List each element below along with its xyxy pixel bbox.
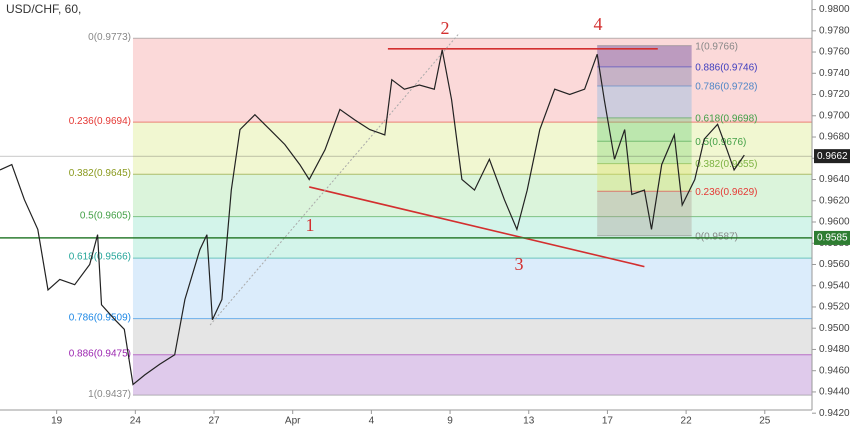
- y-tick-label: 0.9700: [819, 110, 850, 121]
- fib-label: 1(0.9766): [695, 41, 738, 52]
- fib-label: 0.236(0.9694): [69, 116, 131, 127]
- y-tick-label: 0.9420: [819, 408, 850, 419]
- y-tick-label: 0.9500: [819, 323, 850, 334]
- fib-zone: [132, 122, 812, 175]
- fib-zone: [597, 86, 692, 118]
- price-tag-label: 0.9585: [817, 233, 848, 244]
- y-tick-label: 0.9680: [819, 132, 850, 143]
- y-tick-label: 0.9440: [819, 387, 850, 398]
- x-tick-label: 27: [208, 416, 220, 427]
- wave-label: 1: [306, 215, 315, 235]
- fib-label: 0(0.9773): [88, 32, 131, 43]
- fib-zone: [597, 141, 692, 164]
- wave-label: 4: [594, 14, 603, 34]
- fib-label: 0(0.9587): [695, 231, 738, 242]
- fib-zone: [132, 354, 812, 396]
- fib-label: 0.382(0.9645): [69, 168, 131, 179]
- fib-zone: [597, 163, 692, 192]
- trend-line: [209, 32, 460, 326]
- fib-label: 0.5(0.9676): [695, 137, 746, 148]
- x-tick-label: 13: [523, 416, 535, 427]
- x-tick-label: 9: [447, 416, 453, 427]
- fib-zone: [597, 66, 692, 87]
- y-tick-label: 0.9540: [819, 280, 850, 291]
- y-tick-label: 0.9780: [819, 25, 850, 36]
- fib-label: 0.618(0.9566): [69, 252, 131, 263]
- fib-zone: [132, 174, 812, 217]
- fib-label: 0.786(0.9728): [695, 82, 757, 93]
- y-tick-label: 0.9800: [819, 4, 850, 15]
- fib-label: 1(0.9437): [88, 389, 131, 400]
- price-line-series: [0, 49, 745, 386]
- trend-line: [309, 186, 645, 268]
- fib-label: 0.5(0.9605): [80, 210, 131, 221]
- x-tick-label: 17: [602, 416, 614, 427]
- fib-zone: [597, 191, 692, 236]
- y-tick-label: 0.9460: [819, 365, 850, 376]
- wave-label: 2: [441, 18, 450, 38]
- x-tick-label: 22: [681, 416, 693, 427]
- y-tick-label: 0.9740: [819, 68, 850, 79]
- y-tick-label: 0.9620: [819, 195, 850, 206]
- y-tick-label: 0.9520: [819, 302, 850, 313]
- y-tick-label: 0.9640: [819, 174, 850, 185]
- x-tick-label: 19: [51, 416, 63, 427]
- fib-label: 0.618(0.9698): [695, 114, 757, 125]
- chart-title: USD/CHF, 60,: [6, 2, 81, 16]
- fib-label: 0.236(0.9629): [695, 187, 757, 198]
- fib-zone: [132, 318, 812, 355]
- fib-zone: [132, 38, 812, 123]
- y-tick-label: 0.9760: [819, 47, 850, 58]
- price-tag: [814, 230, 850, 245]
- fib-label: 0.786(0.9509): [69, 312, 131, 323]
- fib-label: 0.886(0.9746): [695, 63, 757, 74]
- price-tag: [814, 149, 850, 164]
- x-tick-label: 25: [759, 416, 771, 427]
- fib-zone: [597, 45, 692, 67]
- wave-label: 3: [515, 254, 524, 274]
- y-tick-label: 0.9560: [819, 259, 850, 270]
- y-tick-label: 0.9600: [819, 217, 850, 228]
- x-tick-label: Apr: [285, 416, 301, 427]
- fib-zone: [597, 117, 692, 142]
- x-tick-label: 24: [130, 416, 142, 427]
- fib-label: 0.382(0.9655): [695, 159, 757, 170]
- y-tick-label: 0.9720: [819, 89, 850, 100]
- y-tick-label: 0.9480: [819, 344, 850, 355]
- fib-label: 0.886(0.9475): [69, 348, 131, 359]
- x-tick-label: 4: [369, 416, 375, 427]
- fib-zone: [132, 258, 812, 319]
- price-tag-label: 0.9662: [817, 151, 848, 162]
